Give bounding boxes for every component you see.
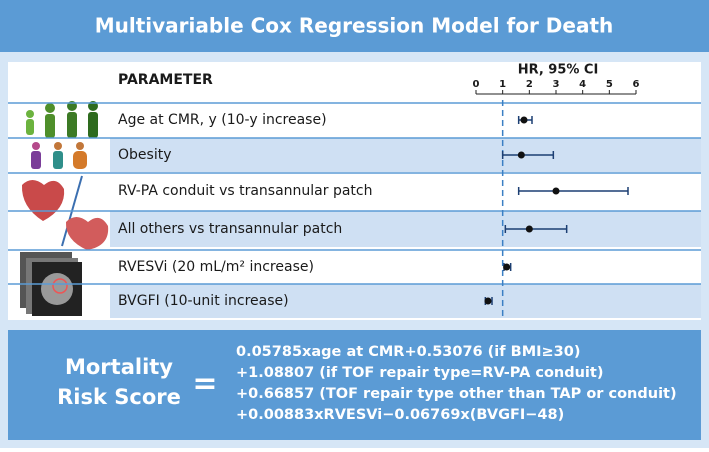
x-tick-label: 2: [526, 79, 533, 90]
hr-point: [503, 263, 511, 271]
x-tick-label: 1: [499, 79, 506, 90]
x-tick-label: 4: [579, 79, 586, 90]
row-band: [110, 250, 701, 284]
formula-label: Risk Score: [57, 385, 181, 409]
title-bar: [0, 0, 709, 52]
row-band: [110, 211, 701, 247]
row-label: BVGFI (10-unit increase): [118, 293, 289, 309]
row-band: [110, 284, 701, 318]
row-band: [110, 138, 701, 172]
formula-line: +0.00883xRVESVi−0.06769x(BVGFI−48): [236, 407, 564, 423]
formula-equals: =: [192, 367, 217, 402]
row-label: Age at CMR, y (10-y increase): [118, 112, 327, 128]
row-band: [110, 103, 701, 137]
formula-line: +0.66857 (TOF repair type other than TAP…: [236, 386, 677, 402]
mri-icon: [20, 252, 82, 316]
formula-line: 0.05785xage at CMR+0.53076 (if BMI≥30): [236, 344, 580, 360]
x-tick-label: 5: [606, 79, 613, 90]
row-label: All others vs transannular patch: [118, 221, 342, 237]
formula-label: Mortality: [65, 355, 173, 379]
formula-box: [8, 330, 701, 440]
hr-point: [520, 116, 528, 124]
hr-point: [525, 225, 533, 233]
column-header: PARAMETER: [118, 72, 213, 88]
hr-point: [484, 297, 492, 305]
row-label: Obesity: [118, 147, 171, 163]
title: Multivariable Cox Regression Model for D…: [95, 14, 614, 38]
formula-line: +1.08807 (if TOF repair type=RV-PA condu…: [236, 365, 603, 381]
hr-point: [552, 187, 560, 195]
people-icon: [26, 101, 98, 169]
row-label: RVESVi (20 mL/m² increase): [118, 259, 314, 275]
row-label: RV-PA conduit vs transannular patch: [118, 183, 373, 199]
x-tick-label: 3: [553, 79, 560, 90]
x-tick-label: 6: [633, 79, 640, 90]
axis-label: HR, 95% CI: [518, 63, 599, 78]
x-tick-label: 0: [473, 79, 480, 90]
hr-point: [517, 151, 525, 159]
